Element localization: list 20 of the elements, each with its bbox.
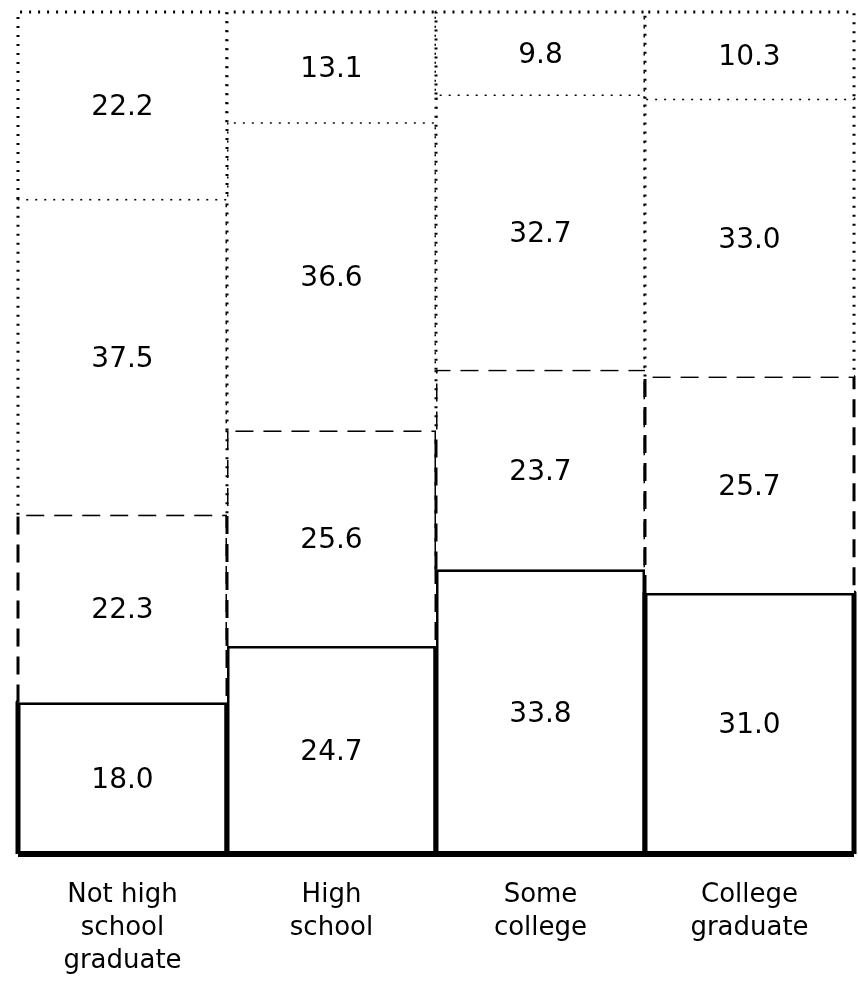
data-label: 33.8 bbox=[509, 695, 572, 729]
data-label: 25.6 bbox=[300, 522, 363, 556]
data-label: 32.7 bbox=[509, 216, 572, 250]
x-tick-label: Not high school graduate bbox=[63, 878, 182, 974]
data-label: 10.3 bbox=[718, 39, 781, 73]
x-tick-label: College graduate bbox=[690, 878, 809, 941]
data-label: 33.0 bbox=[718, 221, 781, 255]
data-label: 22.3 bbox=[91, 592, 154, 626]
data-label: 24.7 bbox=[300, 733, 363, 767]
data-label: 22.2 bbox=[91, 89, 154, 123]
data-label: 37.5 bbox=[91, 340, 154, 374]
data-label: 23.7 bbox=[509, 453, 572, 487]
x-tick-label: Some college bbox=[493, 878, 588, 941]
data-label: 31.0 bbox=[718, 707, 781, 741]
data-label: 13.1 bbox=[300, 51, 363, 85]
x-tick-label: High school bbox=[289, 878, 374, 941]
data-label: 25.7 bbox=[718, 468, 781, 502]
data-label: 18.0 bbox=[91, 762, 154, 796]
data-label: 9.8 bbox=[518, 37, 563, 71]
data-label: 36.6 bbox=[300, 260, 363, 294]
